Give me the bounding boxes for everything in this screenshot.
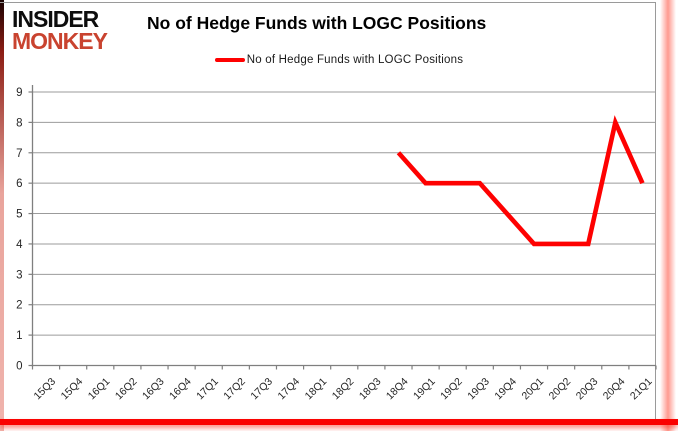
x-tick-label: 16Q1 bbox=[86, 376, 113, 403]
y-tick-label: 8 bbox=[16, 117, 22, 129]
axis-ticks bbox=[28, 91, 657, 370]
x-tick-label: 17Q4 bbox=[276, 376, 303, 403]
x-tick-label: 19Q2 bbox=[438, 376, 465, 403]
chart-title: No of Hedge Funds with LOGC Positions bbox=[147, 13, 487, 33]
x-tick-label: 15Q4 bbox=[59, 376, 86, 403]
right-edge-glow bbox=[660, 0, 676, 431]
y-tick-label: 5 bbox=[16, 209, 22, 221]
series-line bbox=[396, 115, 645, 247]
x-tick-label: 18Q2 bbox=[330, 376, 357, 403]
gridlines bbox=[32, 91, 656, 336]
x-tick-label: 17Q3 bbox=[248, 376, 275, 403]
x-tick-label: 19Q1 bbox=[411, 376, 438, 403]
y-tick-label: 9 bbox=[16, 87, 22, 99]
x-tick-label: 20Q1 bbox=[519, 376, 546, 403]
chart-legend: No of Hedge Funds with LOGC Positions bbox=[0, 54, 678, 66]
x-tick-label: 18Q4 bbox=[384, 376, 411, 403]
legend-line-swatch-icon bbox=[214, 57, 245, 63]
logo-text-monkey: MONKEY bbox=[12, 28, 108, 55]
bottom-red-bar bbox=[0, 419, 678, 425]
x-tick-label: 20Q4 bbox=[601, 376, 628, 403]
insider-monkey-logo: INSIDER MONKEY bbox=[12, 6, 108, 55]
y-tick-label: 6 bbox=[16, 178, 22, 190]
x-tick-label: 20Q2 bbox=[547, 376, 574, 403]
logo-text-insider: INSIDER bbox=[12, 6, 99, 32]
x-tick-label: 19Q3 bbox=[465, 376, 492, 403]
y-tick-label: 3 bbox=[16, 269, 22, 281]
x-axis-labels: 15Q3 15Q4 16Q1 16Q2 16Q3 16Q4 17Q1 17Q2 17Q3 17Q4… bbox=[32, 376, 655, 403]
x-tick-label: 15Q3 bbox=[32, 376, 59, 403]
y-tick-label: 4 bbox=[16, 239, 23, 251]
x-tick-label: 16Q3 bbox=[140, 376, 167, 403]
y-axis-labels: 0 1 2 3 4 5 6 7 8 9 bbox=[16, 87, 23, 373]
x-tick-label: 19Q4 bbox=[492, 376, 519, 403]
x-tick-label: 16Q2 bbox=[113, 376, 140, 403]
y-tick-label: 2 bbox=[16, 300, 22, 312]
x-tick-label: 18Q1 bbox=[303, 376, 330, 403]
axes bbox=[31, 85, 656, 367]
x-tick-label: 17Q2 bbox=[221, 376, 248, 403]
x-tick-label: 18Q3 bbox=[357, 376, 384, 403]
left-edge-glow bbox=[0, 0, 4, 431]
y-tick-label: 1 bbox=[16, 330, 22, 342]
y-tick-label: 7 bbox=[16, 148, 22, 160]
legend-label: No of Hedge Funds with LOGC Positions bbox=[246, 54, 464, 66]
x-tick-label: 21Q1 bbox=[628, 376, 655, 403]
y-tick-label: 0 bbox=[16, 361, 22, 373]
x-tick-label: 17Q1 bbox=[194, 376, 221, 403]
x-tick-label: 20Q3 bbox=[574, 376, 601, 403]
x-tick-label: 16Q4 bbox=[167, 376, 194, 403]
